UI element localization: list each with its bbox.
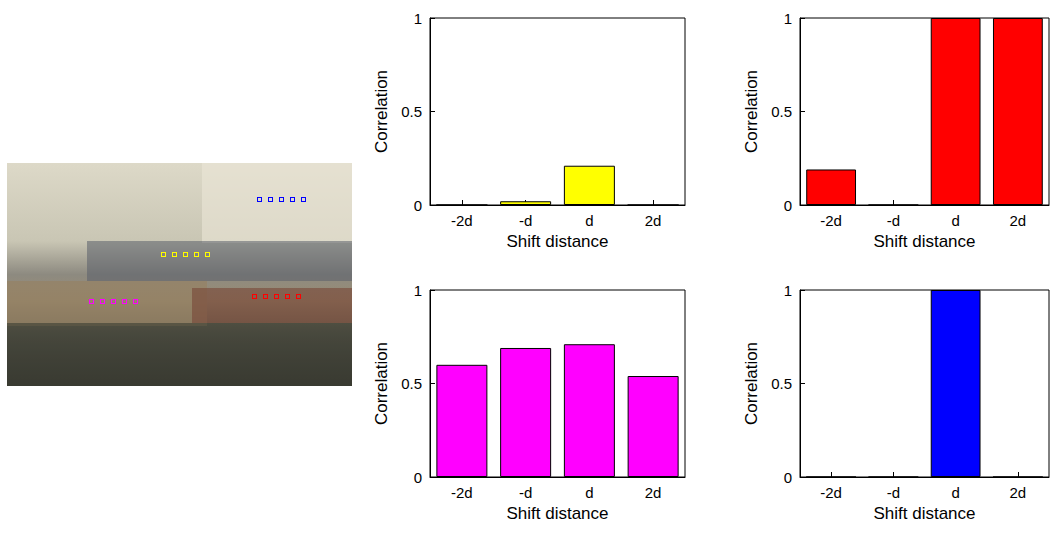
svg-text:d: d	[951, 212, 959, 229]
svg-text:0: 0	[414, 197, 422, 214]
svg-text:2d: 2d	[1010, 212, 1027, 229]
svg-text:-2d: -2d	[451, 212, 473, 229]
svg-text:Correlation: Correlation	[742, 70, 761, 153]
svg-text:-2d: -2d	[820, 212, 842, 229]
svg-text:2d: 2d	[645, 212, 662, 229]
svg-text:-d: -d	[887, 484, 900, 501]
svg-text:0.5: 0.5	[401, 375, 422, 392]
svg-text:1: 1	[784, 282, 792, 299]
svg-text:0: 0	[784, 469, 792, 486]
svg-text:-2d: -2d	[451, 484, 473, 501]
svg-text:-d: -d	[519, 212, 532, 229]
svg-text:1: 1	[414, 282, 422, 299]
svg-text:0.5: 0.5	[401, 103, 422, 120]
svg-text:Shift distance: Shift distance	[873, 232, 975, 251]
svg-text:Correlation: Correlation	[372, 70, 391, 153]
svg-text:0: 0	[414, 469, 422, 486]
svg-text:d: d	[585, 212, 593, 229]
svg-text:0.5: 0.5	[771, 375, 792, 392]
svg-text:-d: -d	[887, 212, 900, 229]
svg-text:Shift distance: Shift distance	[506, 504, 608, 523]
svg-text:Shift distance: Shift distance	[506, 232, 608, 251]
svg-text:0.5: 0.5	[771, 103, 792, 120]
svg-text:Correlation: Correlation	[742, 342, 761, 425]
svg-text:Correlation: Correlation	[372, 342, 391, 425]
svg-text:d: d	[585, 484, 593, 501]
svg-text:Shift distance: Shift distance	[873, 504, 975, 523]
svg-text:1: 1	[414, 10, 422, 27]
svg-text:-2d: -2d	[820, 484, 842, 501]
svg-text:1: 1	[784, 10, 792, 27]
svg-text:-d: -d	[519, 484, 532, 501]
svg-text:d: d	[951, 484, 959, 501]
svg-text:2d: 2d	[1010, 484, 1027, 501]
svg-text:2d: 2d	[645, 484, 662, 501]
svg-text:0: 0	[784, 197, 792, 214]
